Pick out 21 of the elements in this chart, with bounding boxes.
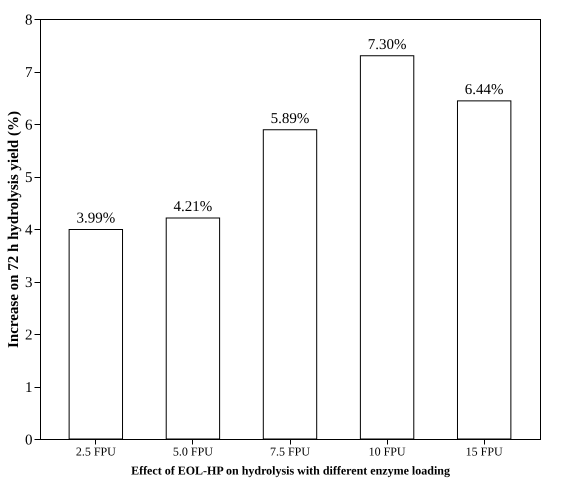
data-label: 3.99% <box>76 210 116 227</box>
y-tick-label: 2 <box>25 328 32 344</box>
data-label: 7.30% <box>368 36 406 53</box>
y-tick-label: 6 <box>25 118 33 134</box>
y-tick-label: 5 <box>25 170 32 186</box>
data-label: 5.89% <box>270 110 310 127</box>
x-tick-label: 7.5 FPU <box>270 444 310 458</box>
x-axis-title: Effect of EOL-HP on hydrolysis with different enzyme loading <box>131 464 450 478</box>
x-tick-label: 10 FPU <box>368 444 406 458</box>
x-tick-label: 15 FPU <box>466 444 504 458</box>
y-axis-title: Increase on 72 h hydrolysis yield (%) <box>6 111 22 348</box>
x-tick-label: 5.0 FPU <box>172 444 214 458</box>
y-tick-label: 0 <box>25 432 32 448</box>
y-tick-label: 8 <box>25 12 32 28</box>
y-tick-label: 4 <box>25 222 33 238</box>
data-label: 6.44% <box>464 82 504 98</box>
y-tick-label: 7 <box>25 65 33 81</box>
y-tick-label: 1 <box>25 380 32 396</box>
data-label: 4.21% <box>174 198 212 215</box>
y-tick-label: 3 <box>25 275 32 291</box>
x-tick-label: 2.5 FPU <box>76 444 116 458</box>
